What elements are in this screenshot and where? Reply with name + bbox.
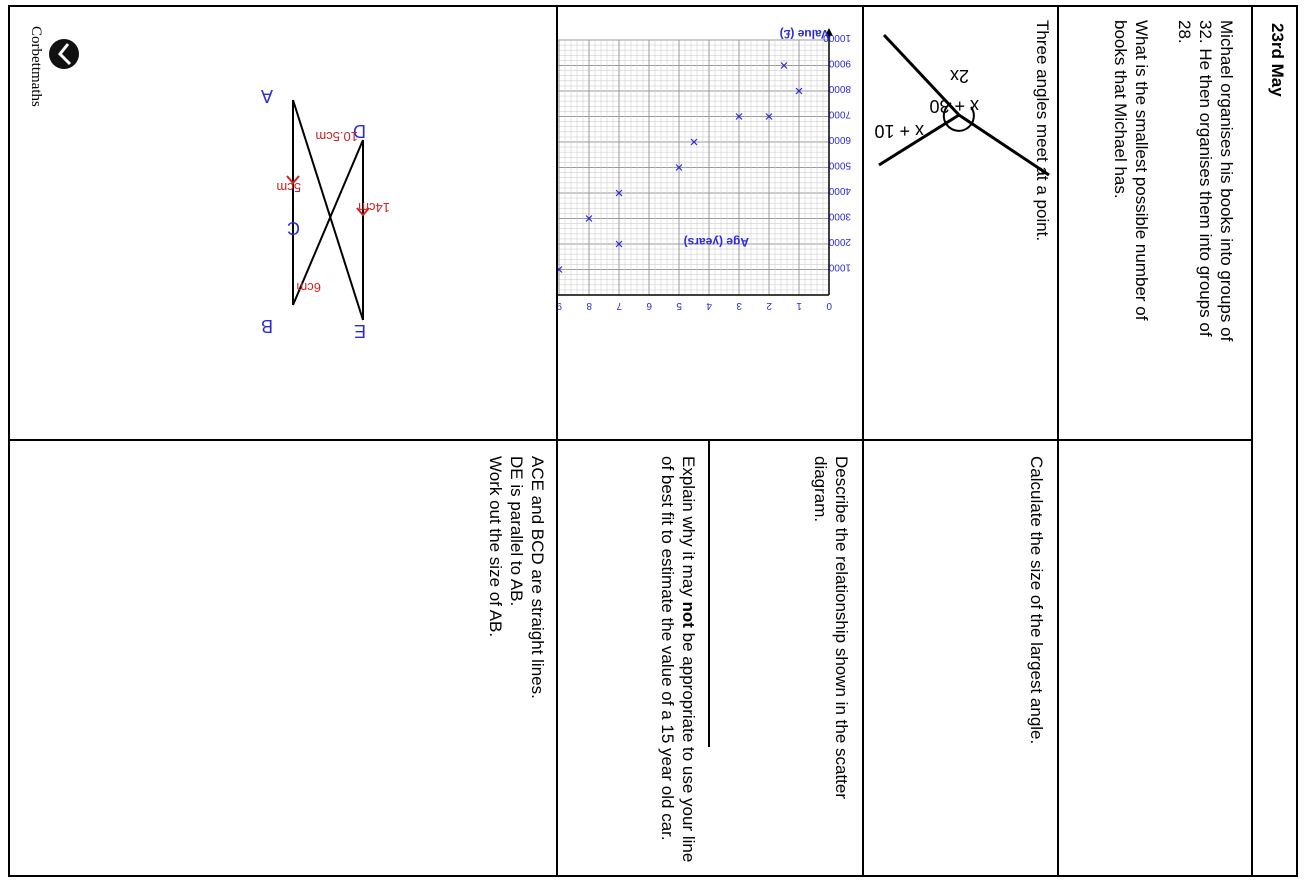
y-axis-arrow-icon [825, 28, 833, 36]
corbettmaths-logo: Corbettmaths [20, 26, 80, 126]
data-point [735, 113, 743, 120]
angle-label-3: 2x [950, 66, 969, 86]
length-label-cb: 6cm [296, 280, 321, 295]
point-label-a: A [261, 86, 273, 106]
angle-label-1: x + 30 [929, 96, 979, 116]
angles-diagram: x + 30 x + 10 2x [874, 33, 1050, 177]
x-tick-label: 4 [706, 300, 712, 311]
x-tick-label: 0 [826, 300, 832, 311]
q2-question: Calculate the size of the largest angle. [1027, 456, 1046, 745]
data-point [765, 113, 773, 120]
line-bcd [292, 139, 364, 306]
parallel-arrow-de [356, 207, 370, 217]
q1-statement: Michael organises his books into groups … [1175, 20, 1236, 342]
q1-question: What is the smallest possible number of … [1111, 20, 1151, 321]
chart-xlabel: Age (years) [684, 235, 749, 249]
data-point [795, 87, 803, 95]
angle-ray-left [882, 33, 961, 117]
x-tick-label: 1 [796, 300, 802, 311]
angle-arc [942, 102, 975, 132]
q4-statement-1: ACE and BCD are straight lines. [528, 456, 547, 699]
angle-ray-up [958, 113, 1050, 177]
q3-part-b-pre: Explain why it may [679, 456, 698, 602]
line-ace [292, 99, 364, 321]
brand-name: Corbettmaths [28, 26, 44, 107]
chart-points [558, 62, 803, 273]
x-tick-label: 8 [586, 300, 592, 311]
chart-grid [558, 39, 830, 296]
y-tick-label: 4000 [828, 185, 851, 196]
q3-part-divider [708, 441, 710, 747]
x-tick-label: 7 [616, 300, 622, 311]
column-divider [8, 439, 1253, 441]
x-tick-label: 3 [736, 300, 742, 311]
point-label-d: D [353, 121, 366, 141]
logo-mark-icon [49, 39, 79, 69]
point-label-b: B [261, 316, 273, 336]
x-tick-label: 9 [558, 300, 562, 311]
data-point [675, 164, 683, 171]
angle-label-2: x + 10 [874, 121, 924, 141]
q3-part-a: Describe the relationship shown in the s… [810, 456, 852, 866]
y-tick-label: 5000 [828, 160, 851, 171]
data-point [690, 138, 698, 146]
point-label-e: E [354, 321, 366, 341]
q4-question: Work out the size of AB. [486, 456, 505, 638]
data-point [558, 266, 563, 273]
parallel-arrow-ab [286, 175, 300, 185]
data-point [585, 215, 593, 222]
length-label-de: 14cm [358, 200, 390, 215]
y-tick-label: 10000 [823, 32, 851, 43]
header-divider [1251, 5, 1253, 877]
y-tick-label: 3000 [828, 211, 851, 222]
length-label-dc: 10.5cm [315, 129, 358, 144]
x-tick-label: 2 [766, 300, 772, 311]
data-point [615, 240, 623, 248]
y-tick-label: 9000 [828, 58, 851, 69]
chart-axes: 0 1 2 3 4 5 6 7 8 9 1000 2000 3000 4000 5000 6000 7000 80… [558, 28, 851, 311]
y-tick-label: 8000 [828, 83, 851, 94]
point-label-c: C [287, 218, 300, 238]
q3-part-b: Explain why it may not be appropriate to… [657, 456, 699, 866]
y-tick-label: 1000 [828, 262, 851, 273]
y-tick-label: 2000 [828, 236, 851, 247]
x-tick-label: 6 [646, 300, 652, 311]
y-tick-label: 7000 [828, 109, 851, 120]
data-point [780, 62, 788, 69]
q4-statement-2: DE is parallel to AB. [507, 456, 526, 607]
q3-part-a-text: Describe the relationship shown in the s… [811, 456, 851, 800]
q3-part-b-bold: not [679, 601, 698, 628]
worksheet-date: 23rd May [1268, 23, 1287, 97]
y-tick-label: 6000 [828, 134, 851, 145]
length-label-ac: 5cm [276, 180, 301, 195]
triangles-diagram: D E A B C 10.5cm 14cm 5cm 6cm [261, 86, 390, 341]
x-tick-label: 5 [676, 300, 682, 311]
data-point [615, 189, 623, 197]
chart-ylabel: Value (£) [780, 27, 829, 41]
scatter-chart: 0 1 2 3 4 5 6 7 8 9 1000 2000 3000 4000 5000 6000 7000 80… [558, 27, 851, 311]
